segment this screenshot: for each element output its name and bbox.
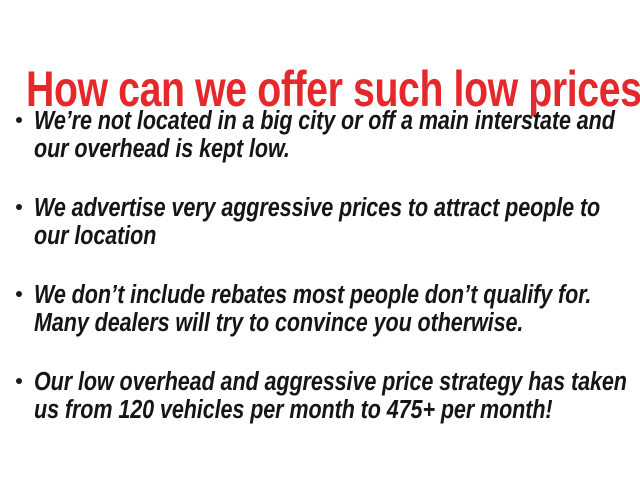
bullet-list: We’re not located in a big city or off a… [0,107,640,425]
list-item: We’re not located in a big city or off a… [0,107,640,164]
list-item-line: Many dealers will try to convince you ot… [34,308,524,337]
bullet-dot-icon [16,117,22,123]
list-item-line: our location [34,221,157,250]
list-item-line: our overhead is kept low. [34,134,290,163]
list-item-text: We advertise very aggressive prices to a… [34,194,622,250]
bullet-dot-icon [16,291,22,297]
list-item-line: We advertise very aggressive prices to a… [34,194,601,222]
list-item-text: We don’t include rebates most people don… [34,281,622,337]
list-item-line: us from 120 vehicles per month to 475+ p… [34,395,553,424]
list-item: We don’t include rebates most people don… [0,281,640,338]
list-item-text: Our low overhead and aggressive price st… [34,368,627,424]
list-item-text: We’re not located in a big city or off a… [34,107,622,163]
list-item-line: We don’t include rebates most people don… [34,281,592,309]
list-item-line: We’re not located in a big city or off a… [34,107,615,135]
list-item-line: Our low overhead and aggressive price st… [34,368,627,396]
bullet-dot-icon [16,378,22,384]
bullet-dot-icon [16,204,22,210]
list-item: We advertise very aggressive prices to a… [0,194,640,251]
list-item: Our low overhead and aggressive price st… [0,368,640,425]
